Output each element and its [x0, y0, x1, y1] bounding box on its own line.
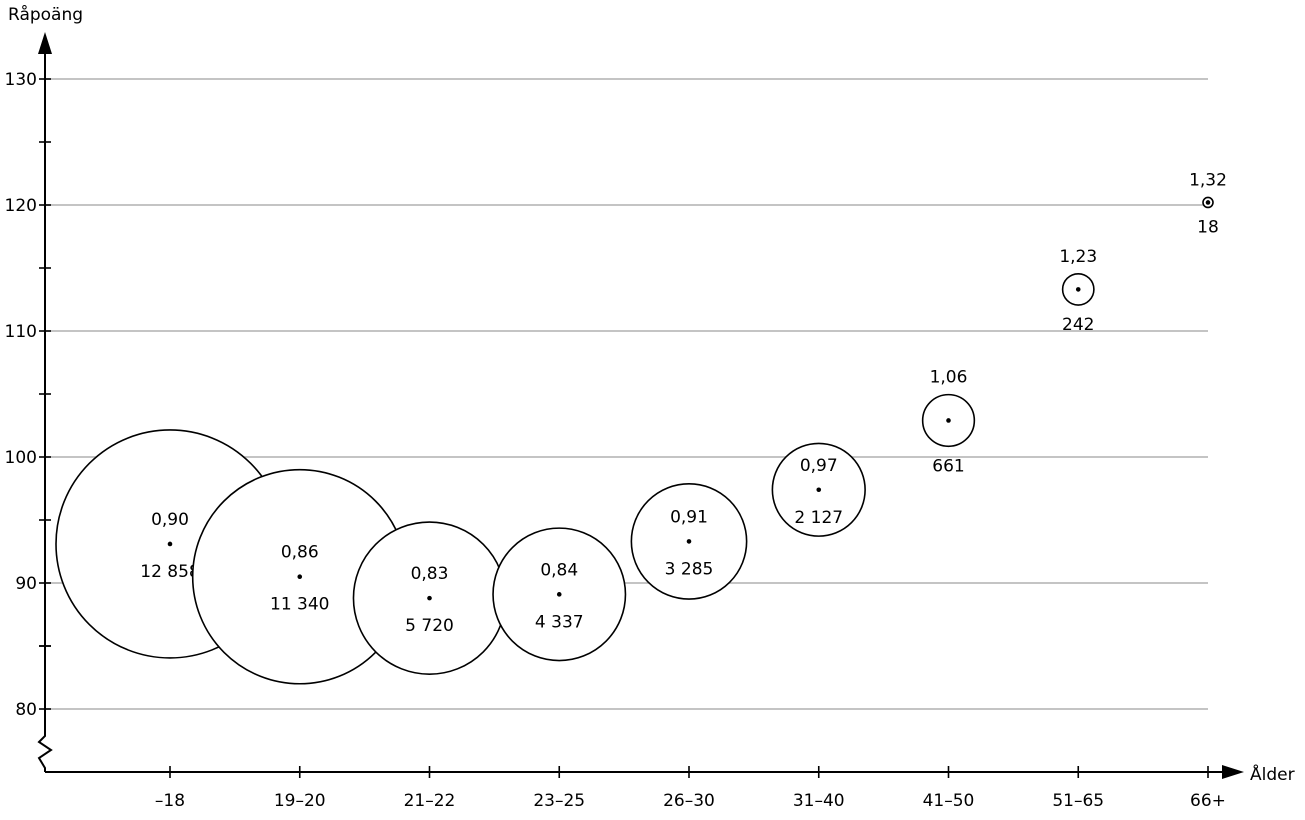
bubble-group: 1,32 18 [1189, 170, 1227, 237]
y-axis-arrow [38, 32, 52, 54]
y-tick-label: 110 [5, 322, 37, 342]
x-tick-label: –18 [155, 791, 185, 811]
bubble-group: 0,91 3 285 [630, 482, 748, 600]
bubble-group: 1,23 242 [1059, 247, 1097, 335]
x-tick-label: 23–25 [533, 791, 585, 811]
y-tick-label: 130 [5, 70, 37, 90]
x-tick-label: 21–22 [404, 791, 456, 811]
bubble-count-label: 4 337 [535, 612, 584, 632]
bubble-ratio-label: 0,97 [800, 456, 838, 476]
bubble-count-label: 18 [1197, 217, 1219, 237]
y-ticks: 80 90 100 110 120 130 [5, 70, 51, 720]
y-tick-label: 80 [15, 700, 37, 720]
bubble-count-label: 5 720 [405, 616, 454, 636]
bubble-center-dot [427, 595, 432, 601]
x-ticks: –18 19–20 21–22 23–25 26–30 31–40 41–50 51–65 66… [155, 766, 1226, 811]
y-tick-label: 120 [5, 196, 37, 216]
bubble-group: 0,84 4 337 [492, 527, 627, 662]
x-axis-arrow [1222, 765, 1244, 779]
bubble-count-label: 242 [1062, 315, 1094, 335]
bubble-count-label: 11 340 [270, 595, 329, 615]
axes: Råpoäng Ålder [8, 4, 1295, 785]
x-tick-label: 41–50 [923, 791, 975, 811]
x-tick-label: 51–65 [1052, 791, 1104, 811]
bubble-center-dot [946, 418, 951, 423]
bubble-ratio-label: 1,06 [930, 368, 968, 388]
bubble-center-dot [297, 574, 303, 579]
y-axis-line [37, 52, 53, 772]
bubble-ratio-label: 1,32 [1189, 170, 1227, 190]
x-axis-title: Ålder [1250, 763, 1295, 785]
bubble-ratio-label: 0,91 [670, 507, 708, 527]
bubble-count-label: 661 [932, 456, 964, 476]
x-tick-label: 19–20 [274, 791, 326, 811]
bubble-ratio-label: 0,83 [411, 564, 449, 584]
x-tick-label: 26–30 [663, 791, 715, 811]
bubble-count-label: 3 285 [665, 559, 714, 579]
bubble-group: 1,06 661 [921, 368, 976, 476]
bubble-count-label: 2 127 [794, 508, 843, 528]
bubble-center-dot [1205, 200, 1211, 205]
bubble-group: 0,83 5 720 [352, 521, 507, 675]
bubble-ratio-label: 1,23 [1059, 247, 1097, 267]
bubble-center-dot [1075, 287, 1081, 292]
x-tick-label: 31–40 [793, 791, 845, 811]
bubble-ratio-label: 0,86 [281, 543, 319, 563]
y-tick-label: 100 [5, 448, 37, 468]
y-tick-label: 90 [15, 574, 37, 594]
bubble-count-label: 12 858 [140, 562, 199, 582]
bubble-group: 0,97 2 127 [771, 442, 866, 537]
bubble-ratio-label: 0,84 [540, 560, 578, 580]
bubble-center-dot [686, 539, 692, 544]
x-tick-label: 66+ [1190, 791, 1226, 811]
y-axis-title: Råpoäng [8, 4, 83, 25]
bubble-center-dot [167, 541, 173, 547]
bubble-ratio-label: 0,90 [151, 510, 189, 530]
bubble-center-dot [556, 592, 562, 597]
bubble-center-dot [816, 487, 822, 493]
